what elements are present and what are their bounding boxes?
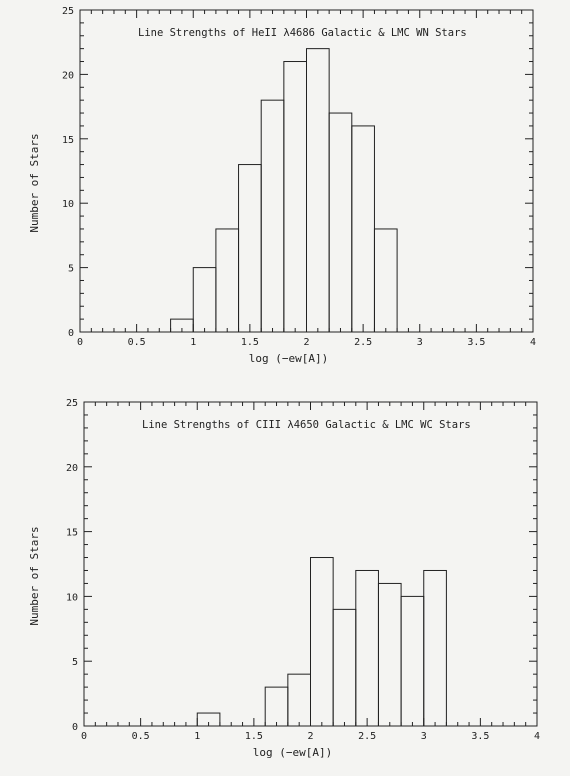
y-tick-label: 5 bbox=[72, 657, 78, 668]
y-tick-label: 0 bbox=[68, 328, 74, 339]
y-tick-label: 15 bbox=[62, 135, 74, 146]
x-tick-label: 1.5 bbox=[245, 731, 263, 742]
histogram-bar bbox=[351, 125, 375, 333]
y-tick-label: 10 bbox=[66, 592, 78, 603]
histogram-bar bbox=[238, 164, 262, 333]
histogram-bar bbox=[332, 608, 357, 727]
histogram-bar bbox=[423, 569, 447, 727]
x-tick-label: 0.5 bbox=[132, 731, 150, 742]
histogram-bar bbox=[192, 267, 217, 333]
histogram-bar bbox=[215, 228, 240, 333]
y-axis-label: Number of Stars bbox=[28, 526, 41, 625]
chart-title: Line Strengths of CIII λ4650 Galactic & … bbox=[142, 419, 471, 431]
histogram-bar bbox=[355, 569, 379, 727]
x-tick-label: 3 bbox=[421, 731, 427, 742]
x-axis-label: log (−ew[A]) bbox=[253, 746, 332, 759]
x-tick-label: 2 bbox=[307, 731, 313, 742]
x-axis-label: log (−ew[A]) bbox=[249, 352, 328, 365]
histogram-bar bbox=[287, 673, 312, 727]
x-tick-label: 3 bbox=[417, 337, 423, 348]
chart-2: 0 0.5 1 1.5 2 2.5 3 3.5 4 0 5 10 15 20 25 Line Strength… bbox=[28, 398, 540, 759]
x-tick-label: 0.5 bbox=[128, 337, 146, 348]
histogram-bar bbox=[283, 61, 308, 333]
x-tick-label: 1 bbox=[194, 731, 200, 742]
x-tick-label: 3.5 bbox=[467, 337, 485, 348]
histogram-bar bbox=[400, 595, 425, 727]
chart-title: Line Strengths of HeII λ4686 Galactic & … bbox=[138, 27, 467, 39]
y-tick-label: 25 bbox=[62, 6, 74, 17]
x-tick-label: 4 bbox=[530, 337, 536, 348]
x-tick-label: 2.5 bbox=[358, 731, 376, 742]
x-tick-label: 0 bbox=[81, 731, 87, 742]
chart-1: 0 0.5 1 1.5 2 2.5 3 3.5 4 0 5 10 15 20 25 Line Strength… bbox=[28, 6, 536, 365]
y-tick-label: 15 bbox=[66, 528, 78, 539]
y-tick-label: 25 bbox=[66, 398, 78, 409]
histogram-bar bbox=[264, 686, 289, 727]
x-tick-label: 0 bbox=[77, 337, 83, 348]
y-axis-label: Number of Stars bbox=[28, 133, 41, 232]
histogram-bar bbox=[260, 99, 285, 333]
x-tick-label: 1 bbox=[190, 337, 196, 348]
y-tick-label: 5 bbox=[68, 264, 74, 275]
y-tick-label: 20 bbox=[66, 463, 78, 474]
x-tick-label: 1.5 bbox=[241, 337, 259, 348]
y-tick-label: 20 bbox=[62, 70, 74, 81]
x-tick-label: 2.5 bbox=[354, 337, 372, 348]
x-tick-label: 2 bbox=[303, 337, 309, 348]
x-tick-label: 4 bbox=[534, 731, 540, 742]
histogram-bar bbox=[310, 557, 334, 727]
x-tick-label: 3.5 bbox=[471, 731, 489, 742]
histogram-bar bbox=[373, 228, 398, 333]
histogram-bar bbox=[306, 48, 330, 333]
y-tick-label: 10 bbox=[62, 199, 74, 210]
histogram-bar bbox=[377, 582, 402, 727]
histogram-bar bbox=[328, 112, 353, 333]
y-tick-label: 0 bbox=[72, 722, 78, 733]
